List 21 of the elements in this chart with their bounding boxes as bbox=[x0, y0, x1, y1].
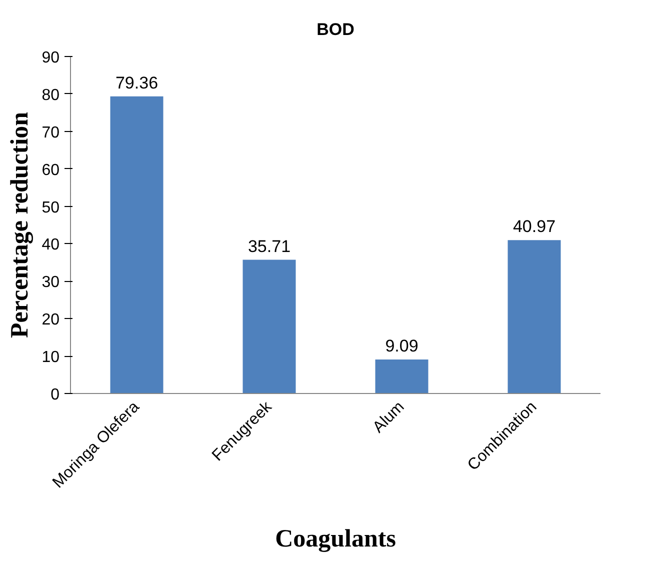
y-tick-label: 60 bbox=[42, 162, 60, 179]
y-tick-label: 30 bbox=[42, 274, 60, 292]
y-tick-label: 90 bbox=[42, 50, 60, 66]
y-tick-label: 70 bbox=[42, 124, 60, 142]
chart-title: BOD bbox=[316, 20, 354, 39]
bar bbox=[375, 359, 428, 394]
y-tick-label: 80 bbox=[42, 86, 60, 104]
x-axis-title: Coagulants bbox=[275, 526, 396, 553]
y-axis-title: Percentage reduction bbox=[6, 112, 34, 338]
y-tick-label: 20 bbox=[42, 312, 60, 329]
data-label: 40.97 bbox=[512, 217, 556, 236]
bar bbox=[242, 260, 296, 394]
data-label: 9.09 bbox=[385, 336, 418, 356]
y-tick-label: 40 bbox=[42, 236, 60, 254]
bar bbox=[110, 96, 164, 394]
y-tick-label: 50 bbox=[42, 199, 60, 216]
data-label: 79.36 bbox=[115, 73, 158, 92]
bar bbox=[508, 240, 561, 394]
y-tick-label: 10 bbox=[42, 349, 60, 366]
data-label: 35.71 bbox=[248, 236, 291, 256]
y-tick-label: 0 bbox=[50, 386, 60, 404]
